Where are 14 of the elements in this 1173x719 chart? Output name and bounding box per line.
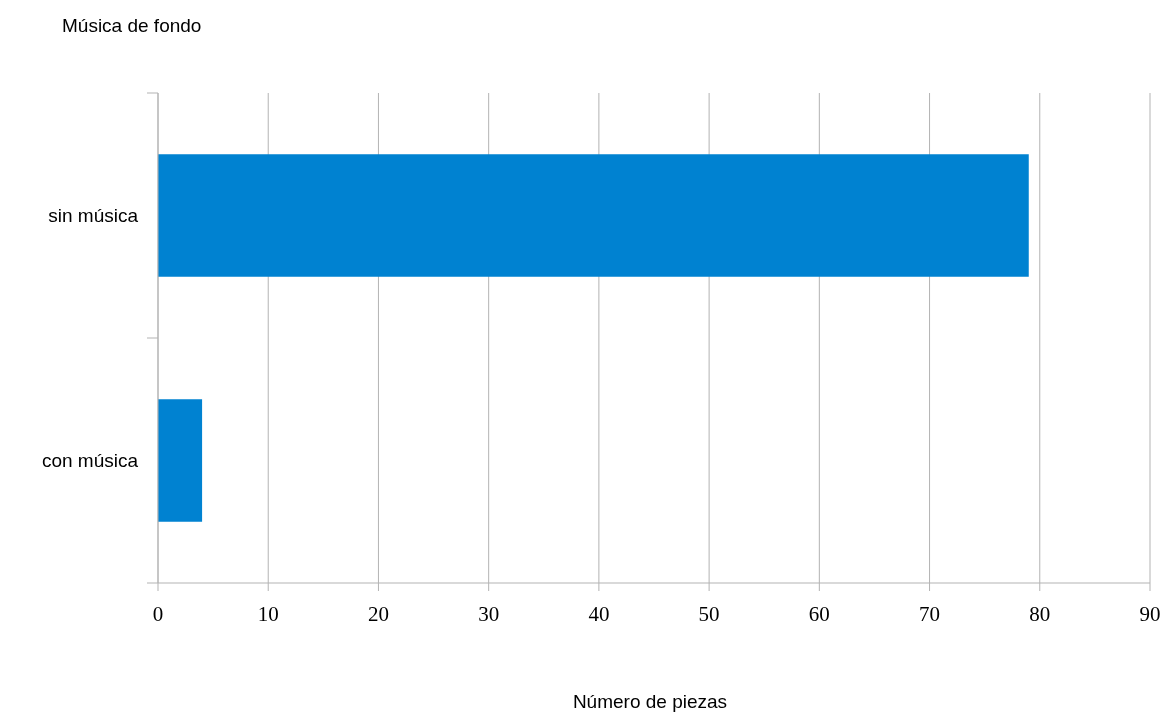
x-tick-label: 10: [257, 602, 279, 626]
y-axis-title: Música de fondo: [62, 15, 202, 36]
x-tick-label: 60: [808, 602, 830, 626]
x-tick-label: 80: [1029, 602, 1051, 626]
x-tick-label: 30: [478, 602, 500, 626]
x-axis-title: Número de piezas: [572, 691, 728, 712]
y-tick-label: con música: [41, 450, 139, 471]
x-tick-label: 50: [698, 602, 720, 626]
x-tick-label: 40: [588, 602, 610, 626]
x-tick-label: 70: [919, 602, 941, 626]
x-tick-label: 90: [1139, 602, 1161, 626]
x-tick-label: 20: [367, 602, 389, 626]
x-tick-label: 0: [152, 602, 164, 626]
y-tick-label: sin música: [48, 205, 139, 226]
